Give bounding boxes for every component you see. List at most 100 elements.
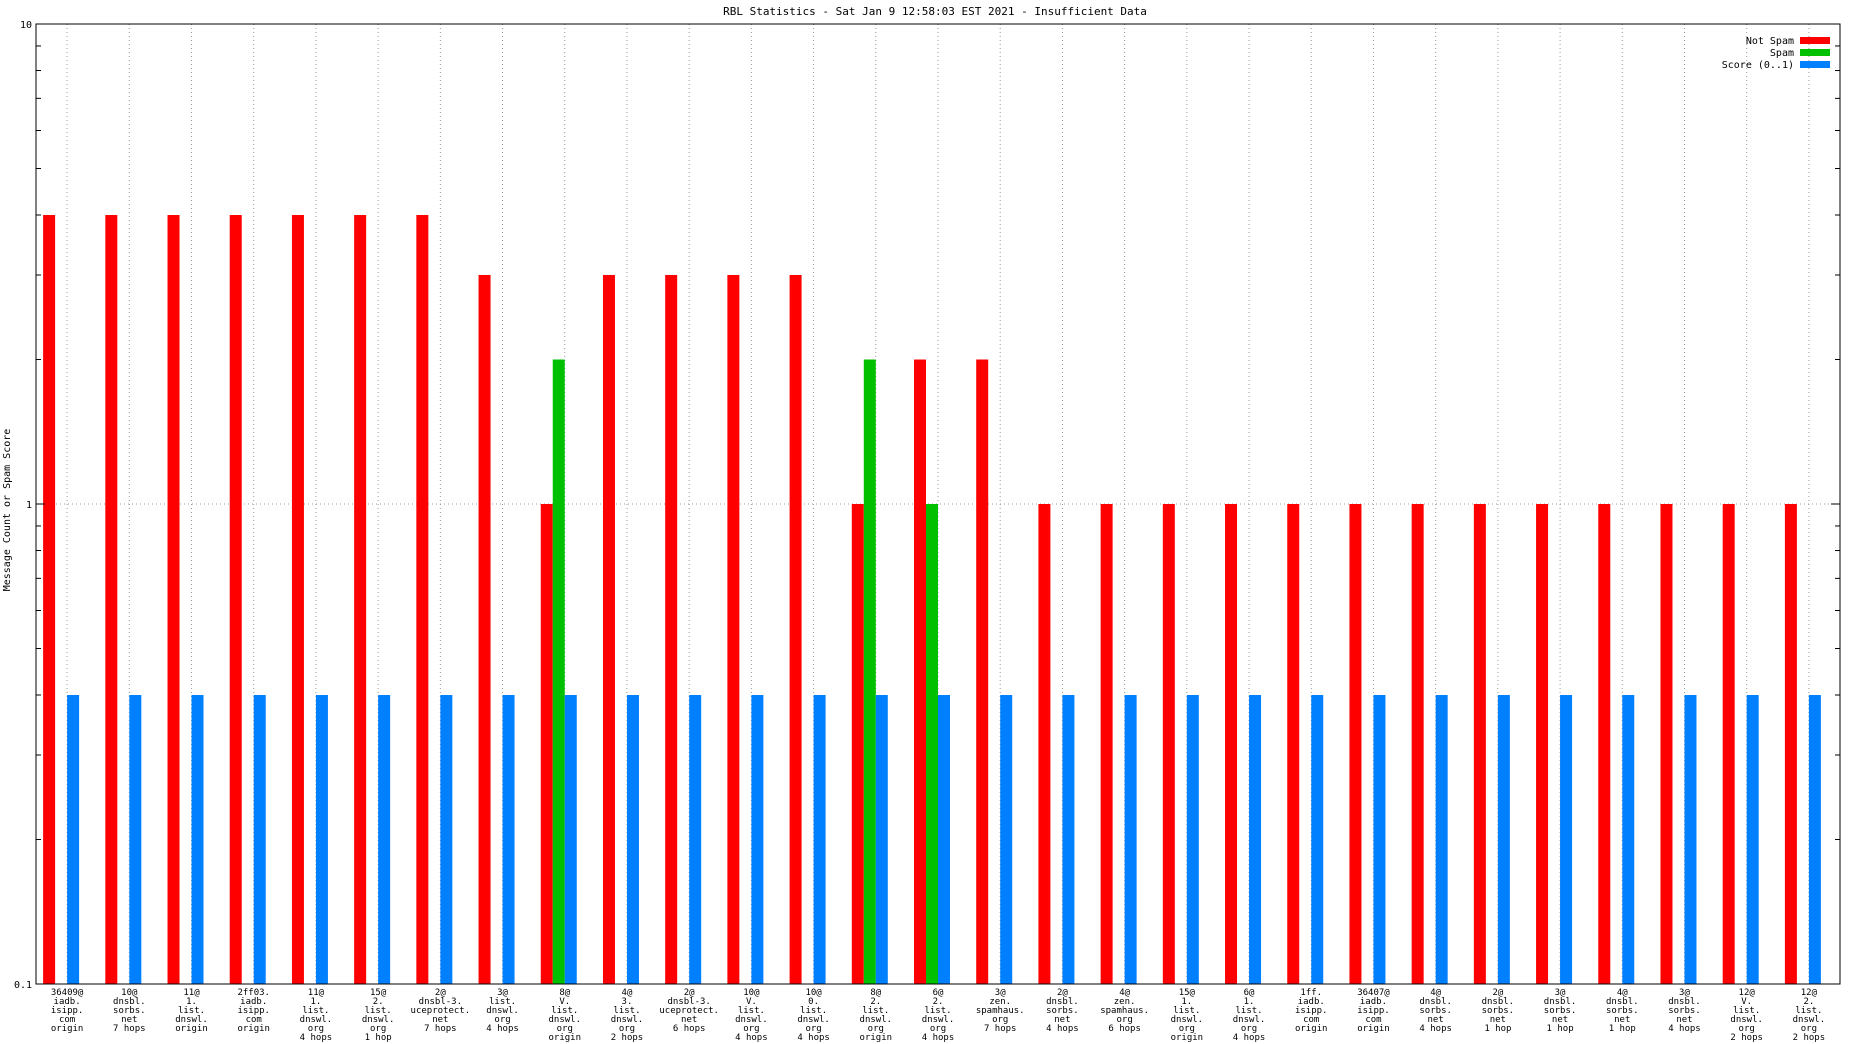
- x-tick-label: 4 hops: [797, 1033, 830, 1043]
- x-tick-label: 4 hops: [1233, 1033, 1266, 1043]
- bar-score-0-1: [938, 695, 950, 984]
- y-tick-label: 0.1: [14, 980, 32, 991]
- x-tick-label: isipp.: [1357, 1006, 1390, 1016]
- x-tick-label: origin: [237, 1024, 270, 1034]
- x-tick-label: 1 hop: [1609, 1024, 1636, 1034]
- x-tick-label: dnswl.: [735, 1015, 768, 1025]
- bar-not-spam: [1287, 504, 1300, 984]
- x-tick-label: org: [308, 1024, 324, 1034]
- bar-score-0-1: [253, 695, 266, 984]
- x-tick-label: 2 hops: [611, 1033, 644, 1043]
- x-tick-label: sorbs.: [1046, 1006, 1079, 1016]
- x-tick-label: net: [1552, 1015, 1568, 1025]
- bar-not-spam: [976, 359, 989, 984]
- y-axis-label: Message Count or Spam Score: [2, 429, 13, 592]
- bar-spam: [863, 359, 876, 984]
- x-tick-label: dnsbl.: [1544, 997, 1577, 1007]
- legend-swatch: [1800, 37, 1830, 44]
- x-tick-label: list.: [924, 1006, 951, 1016]
- x-tick-label: org: [557, 1024, 573, 1034]
- x-tick-label: dnsbl.: [1668, 997, 1701, 1007]
- bar-score-0-1: [191, 695, 204, 984]
- x-tick-label: 4 hops: [922, 1033, 955, 1043]
- x-tick-label: V.: [559, 997, 570, 1007]
- x-tick-label: origin: [1171, 1033, 1204, 1043]
- chart-title: RBL Statistics - Sat Jan 9 12:58:03 EST …: [723, 5, 1147, 18]
- x-tick-label: 4@: [1617, 988, 1628, 998]
- bar-score-0-1: [1497, 695, 1510, 984]
- x-tick-label: 6@: [1244, 988, 1255, 998]
- x-tick-label: origin: [1295, 1024, 1328, 1034]
- x-tick-label: 2 hops: [1730, 1033, 1763, 1043]
- x-tick-label: 4@: [622, 988, 633, 998]
- x-tick-label: 10@: [121, 988, 138, 998]
- bar-score-0-1: [1808, 695, 1821, 984]
- bar-score-0-1: [626, 695, 639, 984]
- x-tick-label: list.: [862, 1006, 889, 1016]
- x-tick-label: list.: [738, 1006, 765, 1016]
- x-tick-label: 4 hops: [1668, 1024, 1701, 1034]
- x-tick-label: iadb.: [1298, 997, 1325, 1007]
- x-tick-label: uceprotect.: [411, 1006, 471, 1016]
- bar-not-spam: [1038, 504, 1051, 984]
- x-tick-label: org: [1241, 1024, 1257, 1034]
- bar-score-0-1: [564, 695, 577, 984]
- x-tick-label: sorbs.: [1544, 1006, 1577, 1016]
- x-tick-label: origin: [51, 1024, 84, 1034]
- legend-label: Not Spam: [1746, 36, 1794, 47]
- x-tick-label: isipp.: [237, 1006, 270, 1016]
- x-tick-label: 2@: [1492, 988, 1503, 998]
- y-tick-label: 1: [26, 500, 32, 511]
- x-tick-label: net: [681, 1015, 697, 1025]
- x-tick-label: sorbs.: [113, 1006, 146, 1016]
- bar-score-0-1: [1684, 695, 1697, 984]
- x-tick-label: 3@: [497, 988, 508, 998]
- x-tick-label: dnswl.: [611, 1015, 644, 1025]
- x-tick-label: list.: [365, 1006, 392, 1016]
- bar-not-spam: [1411, 504, 1424, 984]
- x-tick-label: V.: [1741, 997, 1752, 1007]
- bar-not-spam: [1162, 504, 1175, 984]
- bar-not-spam: [727, 274, 740, 984]
- x-tick-label: sorbs.: [1482, 1006, 1515, 1016]
- x-tick-label: org: [805, 1024, 821, 1034]
- x-tick-label: 6 hops: [673, 1024, 706, 1034]
- x-tick-label: 7 hops: [424, 1024, 457, 1034]
- x-tick-label: list.: [800, 1006, 827, 1016]
- x-tick-label: 2.: [870, 997, 881, 1007]
- x-tick-label: net: [1428, 1015, 1444, 1025]
- x-tick-label: net: [432, 1015, 448, 1025]
- x-tick-label: iadb.: [1360, 997, 1387, 1007]
- x-tick-label: dnswl.: [922, 1015, 955, 1025]
- legend-swatch: [1800, 49, 1830, 56]
- x-tick-label: 8@: [870, 988, 881, 998]
- x-tick-label: 4@: [1119, 988, 1130, 998]
- x-tick-label: V.: [746, 997, 757, 1007]
- x-tick-label: 36407@: [1357, 988, 1390, 998]
- bar-score-0-1: [1000, 695, 1013, 984]
- x-tick-label: org: [619, 1024, 635, 1034]
- x-tick-label: origin: [549, 1033, 582, 1043]
- x-tick-label: dnswl.: [1730, 1015, 1763, 1025]
- x-tick-label: 12@: [1739, 988, 1756, 998]
- x-tick-label: 11@: [308, 988, 325, 998]
- x-tick-label: 3.: [622, 997, 633, 1007]
- legend-label: Spam: [1770, 48, 1794, 59]
- x-tick-label: 4 hops: [735, 1033, 768, 1043]
- bar-not-spam: [665, 274, 678, 984]
- x-tick-label: 3@: [1679, 988, 1690, 998]
- x-tick-label: iadb.: [240, 997, 267, 1007]
- bar-score-0-1: [1249, 695, 1262, 984]
- x-tick-label: zen.: [989, 997, 1011, 1007]
- bar-not-spam: [1100, 504, 1113, 984]
- x-tick-label: 2 hops: [1793, 1033, 1826, 1043]
- x-tick-label: dnsbl-3.: [419, 997, 462, 1007]
- x-tick-label: origin: [175, 1024, 208, 1034]
- x-tick-label: 15@: [370, 988, 387, 998]
- x-axis-tick-labels: 36409@iadb.isipp.comorigin10@dnsbl.sorbs…: [51, 988, 1825, 1043]
- bar-score-0-1: [1560, 695, 1573, 984]
- bar-not-spam: [1225, 504, 1238, 984]
- bar-not-spam: [43, 215, 56, 984]
